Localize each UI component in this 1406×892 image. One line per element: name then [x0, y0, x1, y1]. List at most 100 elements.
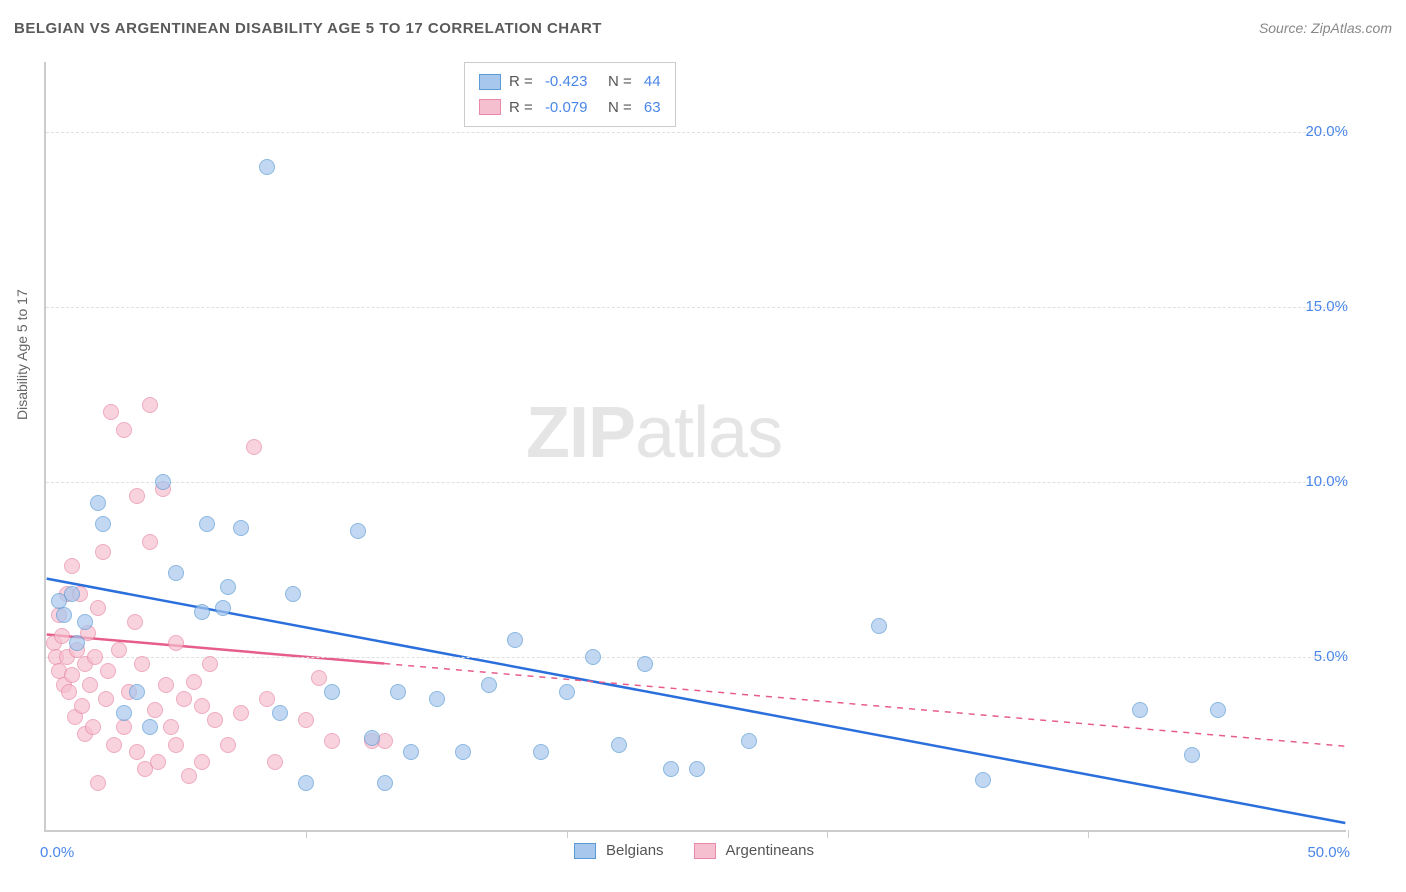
- data-point: [77, 614, 93, 630]
- plot-area: ZIPatlas: [44, 62, 1346, 832]
- data-point: [129, 684, 145, 700]
- y-tick-15: 15.0%: [1288, 298, 1348, 315]
- data-point: [64, 586, 80, 602]
- legend-series: BelgiansArgentineans: [574, 842, 834, 859]
- data-point: [233, 705, 249, 721]
- data-point: [298, 775, 314, 791]
- data-point: [168, 737, 184, 753]
- x-tick: [827, 830, 828, 838]
- y-tick-5: 5.0%: [1288, 648, 1348, 665]
- data-point: [298, 712, 314, 728]
- data-point: [85, 719, 101, 735]
- legend-n-label: N =: [595, 95, 635, 121]
- data-point: [220, 737, 236, 753]
- data-point: [158, 677, 174, 693]
- data-point: [364, 730, 380, 746]
- data-point: [611, 737, 627, 753]
- data-point: [74, 698, 90, 714]
- legend-n-label: N =: [595, 69, 635, 95]
- data-point: [90, 495, 106, 511]
- data-point: [106, 737, 122, 753]
- data-point: [163, 719, 179, 735]
- data-point: [147, 702, 163, 718]
- legend-r-label: R =: [509, 69, 537, 95]
- data-point: [129, 744, 145, 760]
- data-point: [142, 534, 158, 550]
- legend-label: Argentineans: [726, 842, 814, 859]
- data-point: [207, 712, 223, 728]
- data-point: [90, 600, 106, 616]
- data-point: [168, 635, 184, 651]
- data-point: [202, 656, 218, 672]
- trend-line: [47, 579, 1346, 823]
- legend-swatch: [479, 99, 501, 115]
- data-point: [142, 719, 158, 735]
- data-point: [87, 649, 103, 665]
- data-point: [111, 642, 127, 658]
- y-tick-10: 10.0%: [1288, 473, 1348, 490]
- data-point: [246, 439, 262, 455]
- legend-n-value: 63: [644, 95, 661, 121]
- data-point: [285, 586, 301, 602]
- legend-swatch: [479, 74, 501, 90]
- data-point: [116, 422, 132, 438]
- gridline: [46, 132, 1346, 133]
- data-point: [377, 775, 393, 791]
- data-point: [350, 523, 366, 539]
- gridline: [46, 307, 1346, 308]
- trend-line-dashed: [384, 664, 1345, 747]
- plot-container: ZIPatlas 20.0% 15.0% 10.0% 5.0% 0.0% 50.…: [44, 62, 1346, 832]
- x-tick: [306, 830, 307, 838]
- data-point: [155, 474, 171, 490]
- data-point: [194, 604, 210, 620]
- data-point: [82, 677, 98, 693]
- data-point: [95, 544, 111, 560]
- legend-r-value: -0.423: [545, 69, 588, 95]
- data-point: [272, 705, 288, 721]
- legend-swatch: [574, 843, 596, 859]
- data-point: [1210, 702, 1226, 718]
- data-point: [100, 663, 116, 679]
- legend-n-value: 44: [644, 69, 661, 95]
- data-point: [220, 579, 236, 595]
- data-point: [95, 516, 111, 532]
- data-point: [56, 607, 72, 623]
- data-point: [61, 684, 77, 700]
- data-point: [176, 691, 192, 707]
- data-point: [259, 159, 275, 175]
- x-tick: [1088, 830, 1089, 838]
- gridline: [46, 657, 1346, 658]
- legend-r-value: -0.079: [545, 95, 588, 121]
- data-point: [324, 684, 340, 700]
- data-point: [403, 744, 419, 760]
- y-axis-label: Disability Age 5 to 17: [14, 289, 30, 420]
- data-point: [186, 674, 202, 690]
- data-point: [507, 632, 523, 648]
- data-point: [64, 667, 80, 683]
- data-point: [233, 520, 249, 536]
- data-point: [54, 628, 70, 644]
- data-point: [168, 565, 184, 581]
- data-point: [637, 656, 653, 672]
- data-point: [689, 761, 705, 777]
- data-point: [69, 635, 85, 651]
- data-point: [215, 600, 231, 616]
- data-point: [103, 404, 119, 420]
- legend-row: R = -0.079 N = 63: [479, 95, 661, 121]
- y-tick-20: 20.0%: [1288, 123, 1348, 140]
- data-point: [585, 649, 601, 665]
- data-point: [663, 761, 679, 777]
- data-point: [267, 754, 283, 770]
- data-point: [181, 768, 197, 784]
- data-point: [64, 558, 80, 574]
- data-point: [559, 684, 575, 700]
- data-point: [134, 656, 150, 672]
- data-point: [129, 488, 145, 504]
- data-point: [90, 775, 106, 791]
- data-point: [455, 744, 471, 760]
- data-point: [533, 744, 549, 760]
- data-point: [116, 705, 132, 721]
- data-point: [98, 691, 114, 707]
- legend-row: R = -0.423 N = 44: [479, 69, 661, 95]
- x-tick-0: 0.0%: [40, 844, 74, 861]
